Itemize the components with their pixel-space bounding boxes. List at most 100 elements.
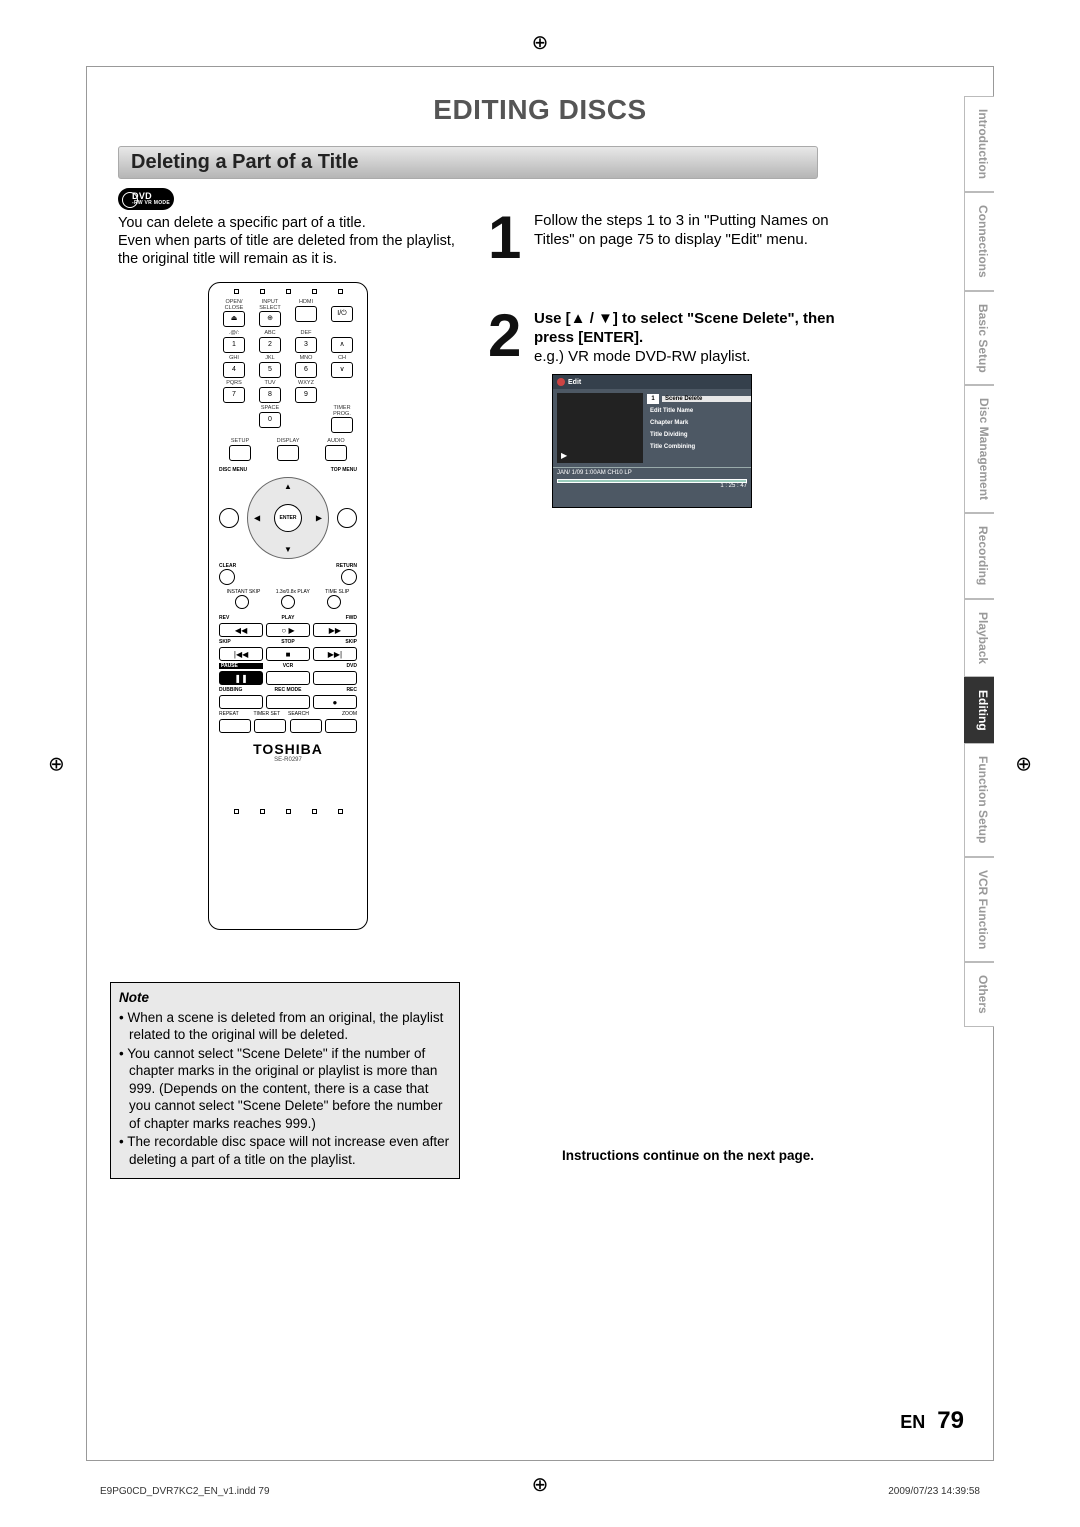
btn-0[interactable]: 0 [259, 412, 281, 428]
btn-zoom[interactable] [325, 719, 357, 733]
tab-playback[interactable]: Playback [964, 599, 994, 677]
btn-power[interactable]: I/⏻ [331, 306, 353, 322]
edit-menu-header-text: Edit [568, 379, 581, 386]
btn-13x-play[interactable] [281, 595, 295, 609]
btn-3[interactable]: 3 [295, 337, 317, 353]
edit-menu-item-chapter-mark[interactable]: Chapter Mark [647, 417, 751, 429]
btn-enter[interactable]: ENTER [274, 504, 302, 532]
btn-clear[interactable] [219, 569, 235, 585]
btn-dubbing[interactable] [219, 695, 263, 709]
btn-top-menu[interactable] [337, 508, 357, 528]
tab-basic-setup[interactable]: Basic Setup [964, 291, 994, 386]
btn-play[interactable]: ○ ▶ [266, 623, 310, 637]
continue-text: Instructions continue on the next page. [562, 1148, 814, 1163]
side-tabs: Introduction Connections Basic Setup Dis… [964, 96, 994, 1027]
btn-audio[interactable] [325, 445, 347, 461]
note-item-3: The recordable disc space will not incre… [119, 1133, 451, 1168]
tab-function-setup[interactable]: Function Setup [964, 743, 994, 856]
btn-skip-next[interactable]: ▶▶| [313, 647, 357, 661]
lbl-timerset: TIMER SET [254, 711, 289, 717]
lbl-fwd: FWD [313, 615, 357, 621]
btn-pause[interactable]: ❚❚ [219, 671, 263, 685]
lbl-timeslip: TIME SLIP [325, 589, 349, 595]
lbl-stop: STOP [266, 639, 310, 645]
lbl-pause: PAUSE [219, 663, 263, 669]
edit-item-1: Edit Title Name [647, 408, 696, 414]
page-number: EN79 [900, 1407, 964, 1435]
edit-menu-screenshot: Edit 1Scene Delete Edit Title Name Chapt… [552, 374, 752, 508]
btn-left[interactable]: ◀ [254, 514, 260, 523]
btn-right[interactable]: ▶ [316, 514, 322, 523]
lbl-timer-prog: TIMER PROG. [327, 406, 357, 417]
lbl-instant-skip: INSTANT SKIP [227, 589, 261, 595]
btn-repeat[interactable] [219, 719, 251, 733]
tab-vcr-function[interactable]: VCR Function [964, 857, 994, 962]
note-title: Note [119, 989, 451, 1007]
btn-hdmi[interactable] [295, 306, 317, 322]
btn-stop[interactable]: ■ [266, 647, 310, 661]
step-1: 1 Follow the steps 1 to 3 in "Putting Na… [488, 212, 868, 263]
btn-rev[interactable]: ◀◀ [219, 623, 263, 637]
btn-dvd[interactable] [313, 671, 357, 685]
btn-search[interactable] [290, 719, 322, 733]
edit-menu-item-edit-title[interactable]: Edit Title Name [647, 405, 751, 417]
edit-item-2: Chapter Mark [647, 420, 691, 426]
tab-editing[interactable]: Editing [964, 677, 994, 744]
tab-recording[interactable]: Recording [964, 513, 994, 598]
note-box: Note When a scene is deleted from an ori… [110, 982, 460, 1179]
edit-menu-item-scene-delete[interactable]: 1Scene Delete [647, 393, 751, 405]
edit-footer-right: 1 : 25 : 47 [720, 483, 747, 489]
step-2-number: 2 [488, 310, 528, 361]
lbl-top-menu: TOP MENU [331, 467, 357, 473]
btn-setup[interactable] [229, 445, 251, 461]
btn-timeslip[interactable] [327, 595, 341, 609]
tab-others[interactable]: Others [964, 962, 994, 1027]
step-2-body: Use [▲ / ▼] to select "Scene Delete", th… [534, 310, 868, 366]
btn-vcr[interactable] [266, 671, 310, 685]
btn-1[interactable]: 1 [223, 337, 245, 353]
edit-menu-item-title-combining[interactable]: Title Combining [647, 441, 751, 453]
btn-disc-menu[interactable] [219, 508, 239, 528]
edit-footer-left: JAN/ 1/09 1:00AM CH10 LP [557, 470, 632, 476]
footer-right: 2009/07/23 14:39:58 [888, 1486, 980, 1497]
btn-2[interactable]: 2 [259, 337, 281, 353]
btn-eject[interactable]: ⏏ [223, 311, 245, 327]
tab-disc-management[interactable]: Disc Management [964, 385, 994, 513]
btn-timerset[interactable] [254, 719, 286, 733]
edit-item-3: Title Dividing [647, 432, 691, 438]
intro-text: You can delete a specific part of a titl… [118, 214, 468, 268]
btn-display[interactable] [277, 445, 299, 461]
btn-return[interactable] [341, 569, 357, 585]
btn-8[interactable]: 8 [259, 387, 281, 403]
edit-menu-thumbnail [557, 393, 643, 463]
btn-7[interactable]: 7 [223, 387, 245, 403]
tab-introduction[interactable]: Introduction [964, 96, 994, 192]
remote-control: OPEN/ CLOSE⏏ INPUT SELECT⊕ HDMI I/⏻ .@/:… [208, 282, 368, 930]
btn-9[interactable]: 9 [295, 387, 317, 403]
lbl-play: PLAY [266, 615, 310, 621]
btn-instant-skip[interactable] [235, 595, 249, 609]
edit-menu-item-title-dividing[interactable]: Title Dividing [647, 429, 751, 441]
btn-recmode[interactable] [266, 695, 310, 709]
btn-5[interactable]: 5 [259, 362, 281, 378]
section-header: Deleting a Part of a Title [118, 146, 818, 179]
btn-rec[interactable]: ● [313, 695, 357, 709]
btn-4[interactable]: 4 [223, 362, 245, 378]
lbl-skip-r: SKIP [313, 639, 357, 645]
lbl-rec: REC [313, 687, 357, 693]
btn-fwd[interactable]: ▶▶ [313, 623, 357, 637]
btn-up[interactable]: ▲ [284, 482, 292, 491]
tab-connections[interactable]: Connections [964, 192, 994, 291]
btn-input[interactable]: ⊕ [259, 311, 281, 327]
btn-6[interactable]: 6 [295, 362, 317, 378]
edit-menu-list: 1Scene Delete Edit Title Name Chapter Ma… [647, 389, 751, 467]
btn-timer-prog[interactable] [331, 417, 353, 433]
lbl-disc-menu: DISC MENU [219, 467, 247, 473]
page-title: EDITING DISCS [0, 94, 1080, 126]
step-1-text: Follow the steps 1 to 3 in "Putting Name… [534, 212, 868, 250]
btn-down[interactable]: ▼ [284, 545, 292, 554]
lbl-dvd: DVD [313, 663, 357, 669]
btn-ch-dn[interactable]: ∨ [331, 362, 353, 378]
btn-ch-up[interactable]: ∧ [331, 337, 353, 353]
btn-skip-prev[interactable]: |◀◀ [219, 647, 263, 661]
